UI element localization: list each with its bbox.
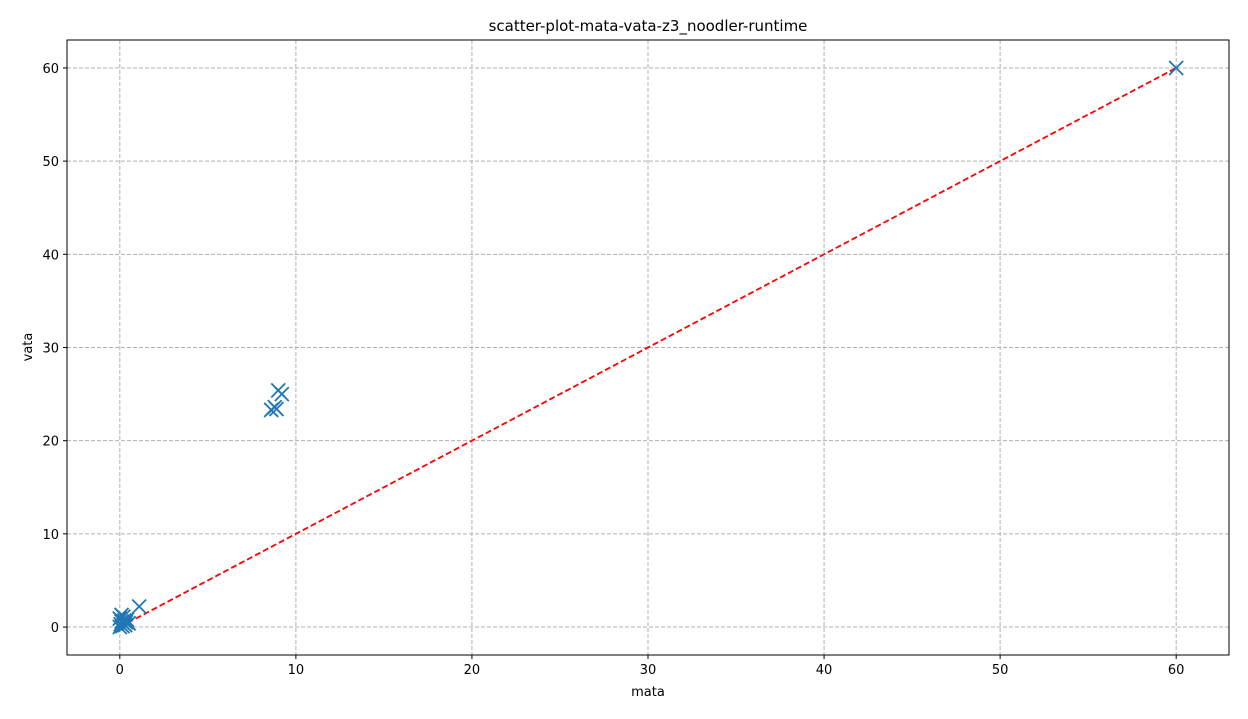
- y-tick-label: 0: [51, 621, 59, 636]
- x-tick-label: 30: [640, 663, 657, 678]
- scatter-point-stroke: [116, 612, 132, 629]
- x-tick-label: 0: [116, 663, 124, 678]
- scatter-point-stroke: [268, 401, 285, 417]
- y-tick-label: 20: [42, 435, 59, 450]
- scatter-point: [113, 607, 130, 623]
- reference-line-layer: [119, 67, 1177, 628]
- scatter-point: [120, 615, 137, 631]
- scatter-point: [117, 617, 133, 633]
- grid-lines: [67, 40, 1229, 655]
- x-axis-ticks: 0 10 20 30 40 50 60: [116, 655, 1185, 678]
- scatter-point: [268, 401, 285, 417]
- y-tick-label: 50: [42, 155, 59, 170]
- x-tick-label: 40: [816, 663, 833, 678]
- scatter-point-stroke: [117, 617, 133, 633]
- chart-title: scatter-plot-mata-vata-z3_noodler-runtim…: [489, 17, 808, 36]
- y-tick-label: 10: [42, 528, 59, 543]
- scatter-point-stroke: [131, 598, 147, 615]
- scatter-point: [1168, 60, 1184, 76]
- x-tick-label: 20: [464, 663, 481, 678]
- x-tick-label: 60: [1168, 663, 1185, 678]
- scatter-point-stroke: [120, 615, 137, 631]
- reference-line: [119, 67, 1177, 628]
- x-axis-label: mata: [631, 685, 665, 700]
- scatter-point-stroke: [274, 386, 290, 402]
- x-tick-label: 50: [992, 663, 1009, 678]
- scatter-point-stroke: [1168, 60, 1184, 76]
- points-layer: [112, 60, 1184, 635]
- scatter-point: [274, 386, 290, 402]
- y-tick-label: 30: [42, 342, 59, 357]
- scatter-point-stroke: [113, 607, 130, 623]
- y-tick-label: 60: [42, 62, 59, 77]
- scatter-point: [131, 598, 147, 615]
- y-tick-label: 40: [42, 248, 59, 263]
- y-axis-ticks: 0 10 20 30 40 50 60: [42, 62, 67, 636]
- x-tick-label: 10: [288, 663, 305, 678]
- y-axis-label: vata: [21, 333, 36, 362]
